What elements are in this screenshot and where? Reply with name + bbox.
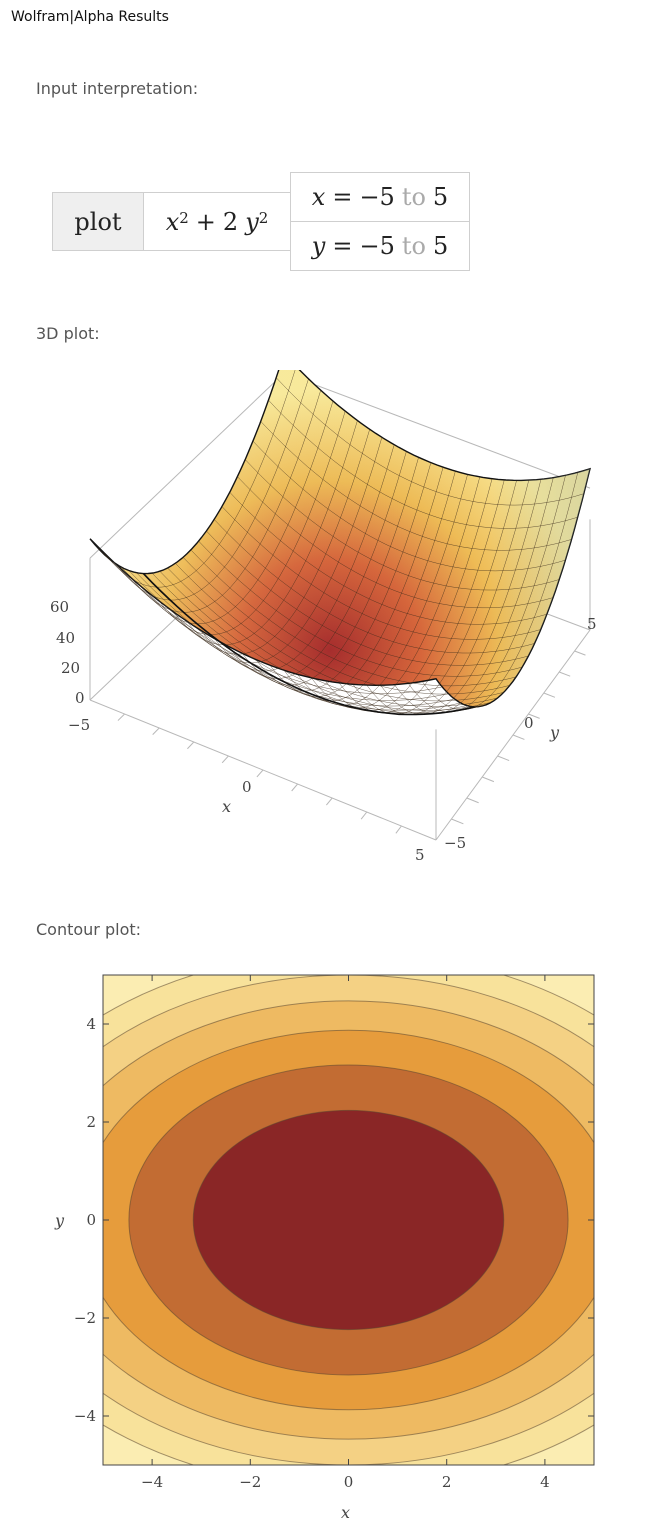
surface-sheen: [90, 370, 590, 707]
mesh-line: [117, 378, 309, 601]
mesh-line: [190, 549, 517, 687]
mesh-line: [206, 530, 529, 666]
y-tick-label: −2: [74, 1309, 96, 1327]
mesh-line: [182, 557, 510, 695]
surface-gridlines: [97, 370, 584, 715]
mesh-line: [242, 457, 419, 686]
contour-y-axis-label: y: [54, 1211, 65, 1230]
x-tick-label: 2: [442, 1473, 452, 1491]
y-axis-ticks: −5 0 5 y: [444, 615, 597, 852]
mesh-line: [297, 474, 468, 706]
y-range-cell: y = −5 to 5: [290, 221, 470, 271]
x-tick-label: −5: [68, 716, 90, 734]
mesh-line: [103, 370, 296, 588]
z-tick-label: 60: [50, 598, 69, 616]
mesh-line: [276, 377, 584, 506]
mesh-line: [186, 429, 370, 655]
contour-x-axis-label: x: [341, 1503, 350, 1522]
mesh-line: [97, 547, 443, 694]
x-axis-label: x: [222, 797, 231, 816]
mesh-line: [366, 480, 530, 715]
z-tick-label: 20: [61, 659, 80, 677]
x-tick-label: 5: [415, 846, 425, 864]
y-tick-label: 2: [86, 1113, 96, 1131]
mesh-line: [394, 477, 554, 714]
mesh-line: [268, 400, 578, 529]
mesh-line: [338, 479, 505, 714]
mesh-line: [198, 540, 523, 677]
3d-bounding-box-front: [89, 519, 591, 841]
mesh-line: [214, 444, 395, 672]
x-tick-label: 0: [242, 778, 252, 796]
plot-command-cell: plot: [52, 192, 144, 251]
mesh-line: [175, 563, 504, 702]
x-axis-ticks: −5 0 5 x: [68, 716, 425, 864]
mesh-line: [200, 437, 383, 664]
mesh-line: [167, 567, 498, 707]
mesh-line: [380, 479, 542, 715]
y-tick-label: 4: [86, 1015, 96, 1033]
mesh-line: [159, 571, 492, 711]
mesh-line: [145, 400, 334, 625]
mesh-line: [221, 506, 541, 640]
mesh-line: [352, 480, 517, 715]
contour-plot-title: Contour plot:: [36, 920, 142, 939]
mesh-line: [131, 390, 321, 613]
x-tick-label: −4: [141, 1473, 163, 1491]
y-axis-label: y: [549, 723, 560, 742]
y-tick-label: −4: [74, 1407, 96, 1425]
y-tick-label: 0: [86, 1211, 96, 1229]
mesh-line: [228, 451, 407, 679]
mesh-line: [408, 475, 566, 713]
x-tick-label: 0: [344, 1473, 354, 1491]
z-tick-label: 0: [75, 689, 85, 707]
surface-rim: [142, 573, 475, 716]
3d-surface-plot: 60 40 20 0 −5 0 5 x −5 0 5 y: [50, 370, 597, 864]
input-interpretation-title: Input interpretation:: [36, 79, 199, 98]
mesh-line: [269, 467, 444, 697]
mesh-line: [255, 462, 432, 692]
window-title: Wolfram|Alpha Results: [11, 9, 169, 25]
contour-plot: −4 −2 0 2 4 −4 −2 0 2 4 x y: [54, 974, 595, 1522]
3d-plot-title: 3D plot:: [36, 324, 100, 343]
y-tick-label: 0: [524, 714, 534, 732]
contour-band: [192, 1109, 505, 1331]
mesh-line: [214, 519, 535, 654]
mesh-line: [283, 471, 456, 702]
y-tick-label: −5: [444, 834, 466, 852]
mesh-line: [245, 459, 560, 591]
x-tick-label: −2: [239, 1473, 261, 1491]
mesh-line: [159, 411, 346, 635]
z-tick-label: 40: [56, 629, 75, 647]
mesh-line: [237, 476, 554, 609]
mesh-line: [421, 472, 579, 711]
mesh-line: [252, 440, 566, 572]
z-axis-ticks: 60 40 20 0: [50, 598, 85, 707]
y-tick-label: 5: [587, 615, 597, 633]
mesh-line: [229, 492, 547, 625]
x-tick-label: 4: [540, 1473, 550, 1491]
x-range-cell: x = −5 to 5: [290, 172, 470, 222]
mesh-line: [260, 421, 572, 551]
